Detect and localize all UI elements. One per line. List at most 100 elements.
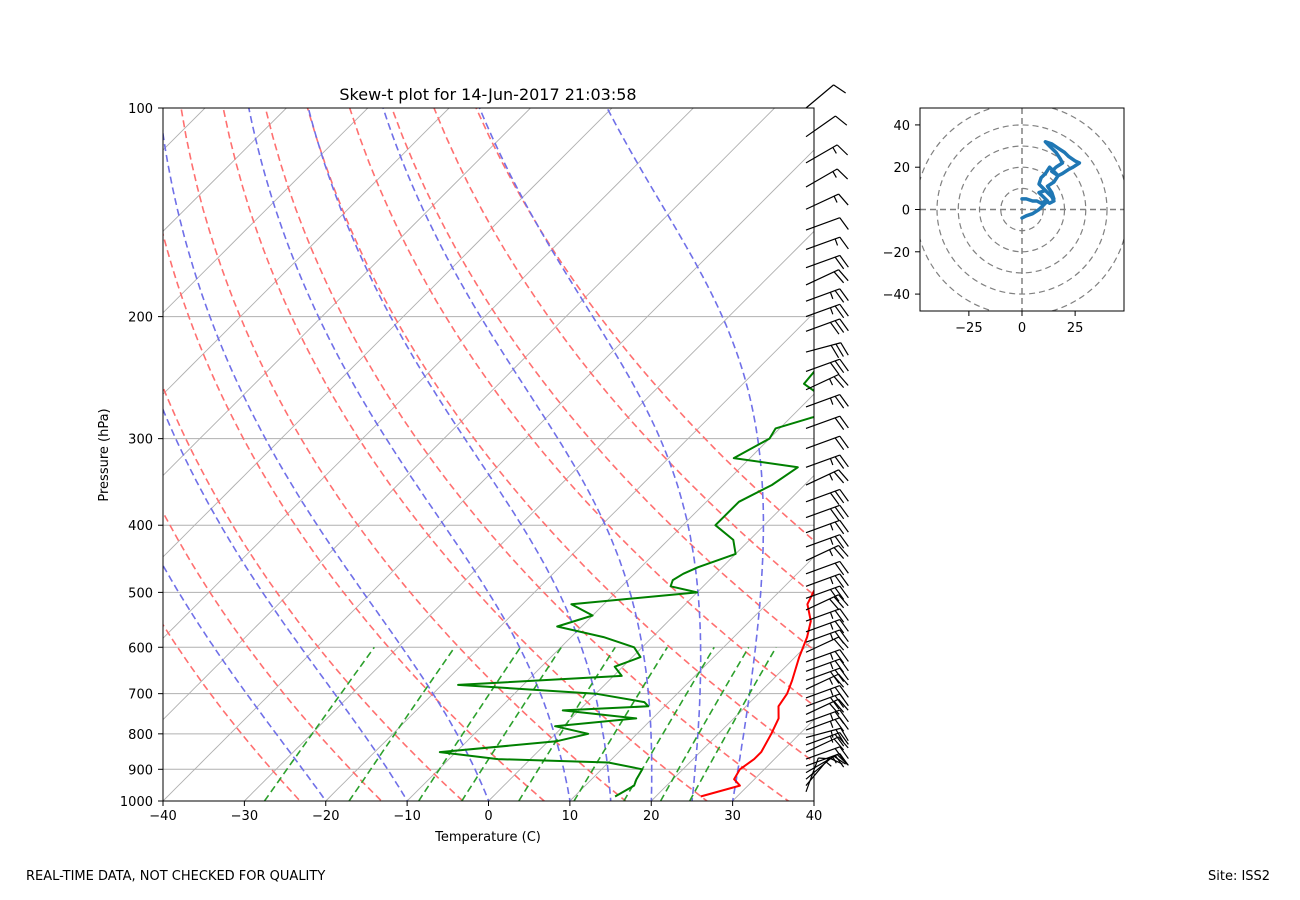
barb-shaft: [805, 435, 841, 450]
barb-flag: [836, 754, 849, 766]
wind-barb: [805, 685, 849, 700]
barb-shaft: [805, 288, 841, 302]
barb-flag: [834, 395, 845, 409]
wind-barb: [805, 488, 849, 506]
x-tick-label: −10: [393, 809, 420, 824]
barb-flag: [834, 256, 845, 270]
barb-flag: [836, 144, 849, 156]
barb-flag: [839, 608, 849, 621]
barb-shaft: [805, 594, 839, 611]
mixing-ratio-2: [418, 646, 522, 801]
wind-barb: [805, 84, 846, 109]
wind-barb: [805, 658, 849, 673]
barb-flag: [829, 589, 840, 602]
moist-adiabat-20: [382, 108, 653, 801]
isotherm--40: [163, 149, 814, 801]
barb-flag: [836, 168, 849, 180]
isotherm--80: [163, 108, 531, 477]
barb-half-flag: [829, 633, 834, 641]
wind-barb: [805, 732, 849, 747]
mixing-ratio-0.4: [263, 646, 375, 801]
barb-shaft: [805, 717, 841, 731]
site-label: Site: ISS2: [1208, 869, 1271, 884]
y-tick-label: 500: [128, 586, 153, 601]
barb-shaft: [805, 115, 836, 138]
barb-shaft: [805, 727, 841, 739]
y-tick-label: 600: [128, 641, 153, 656]
barb-flag: [834, 711, 845, 724]
barb-flag: [834, 719, 845, 732]
barb-shaft: [805, 358, 841, 373]
barb-flag: [833, 84, 846, 94]
barb-flag: [840, 342, 849, 356]
barb-shaft: [805, 415, 841, 430]
isotherm--10: [406, 393, 814, 801]
barb-half-flag: [832, 171, 837, 178]
barb-flag: [834, 660, 845, 673]
barb-half-flag: [829, 397, 834, 405]
barb-flag: [839, 573, 849, 587]
barb-half-flag: [829, 458, 834, 466]
y-tick-label: 400: [128, 519, 153, 534]
hodo-ring-10: [1000, 187, 1044, 232]
barb-flag: [833, 376, 845, 389]
barb-shaft: [805, 746, 841, 760]
skewt-title: Skew-t plot for 14-Jun-2017 21:03:58: [339, 85, 636, 104]
x-tick-label: −30: [231, 809, 258, 824]
barb-flag: [838, 545, 849, 557]
barb-half-flag: [832, 147, 837, 154]
barb-flag: [839, 619, 849, 632]
barb-flag: [835, 115, 848, 126]
barb-flag: [833, 638, 845, 651]
mixing-ratio-8: [573, 646, 668, 801]
isotherm--90: [163, 108, 450, 395]
y-tick-label: 300: [128, 433, 153, 448]
x-tick-label: 0: [484, 809, 492, 824]
sounding-profiles: [438, 370, 814, 798]
barb-flag: [839, 534, 849, 547]
dewpoint-profile: [438, 370, 814, 798]
barb-flag: [839, 255, 849, 268]
barb-shaft: [805, 254, 841, 269]
barb-flag: [829, 362, 840, 375]
wind-barb: [805, 217, 849, 231]
barb-flag: [838, 193, 849, 206]
wind-barb: [805, 236, 849, 251]
barb-flag: [839, 415, 849, 429]
isotherm-30: [732, 718, 814, 801]
wind-barb: [805, 585, 849, 602]
barb-flag: [839, 629, 849, 643]
barb-flag: [840, 727, 849, 742]
barb-flag: [839, 454, 849, 468]
mixing-ratio-1: [348, 646, 456, 801]
wind-barb: [805, 727, 849, 743]
barb-shaft: [805, 144, 838, 164]
y-tick-label: 100: [128, 102, 153, 117]
wind-barbs: [805, 84, 849, 793]
barb-flag: [839, 709, 849, 723]
barb-flag: [838, 469, 849, 482]
hodo-y-tick-label: −40: [883, 288, 910, 303]
barb-flag: [835, 729, 844, 743]
barb-half-flag: [829, 292, 834, 300]
barb-flag: [833, 700, 845, 713]
barb-half-flag: [829, 473, 834, 481]
barb-flag: [838, 594, 849, 607]
barb-flag: [833, 738, 845, 751]
barb-flag: [834, 456, 845, 469]
barb-shaft: [805, 709, 841, 723]
hodograph-trace: [1020, 140, 1082, 220]
skewt-grid: [163, 108, 814, 801]
barb-flag: [839, 753, 849, 766]
barb-flag: [834, 320, 845, 333]
y-tick-label: 800: [128, 728, 153, 743]
barb-shaft: [805, 168, 838, 188]
barb-flag: [829, 322, 840, 335]
barb-shaft: [805, 544, 839, 562]
barb-flag: [834, 562, 845, 576]
barb-flag: [839, 658, 849, 672]
barb-shaft: [805, 608, 841, 622]
barb-half-flag: [829, 622, 834, 630]
barb-half-flag: [829, 611, 834, 619]
barb-shaft: [805, 585, 841, 599]
